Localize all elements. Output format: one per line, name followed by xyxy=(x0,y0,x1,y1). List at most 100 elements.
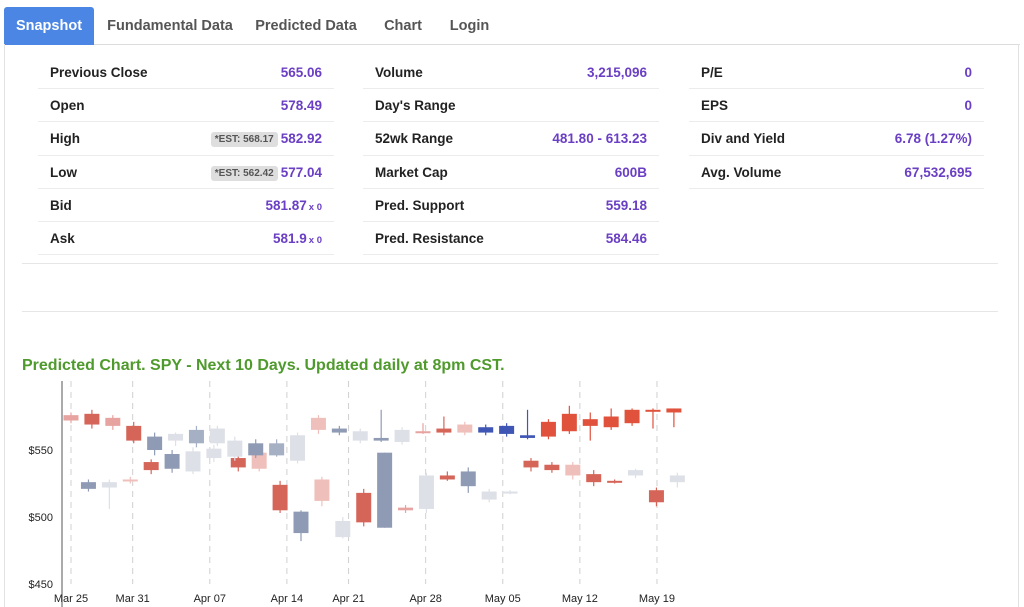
candle-body xyxy=(540,421,556,437)
candle-body xyxy=(230,458,246,468)
stat-div-yield: Div and Yield 6.78 (1.27%) xyxy=(689,122,984,156)
candle-body xyxy=(457,424,473,433)
stat-label: Avg. Volume xyxy=(701,164,782,180)
tab-bar: Snapshot Fundamental Data Predicted Data… xyxy=(4,7,1020,45)
stat-label: Pred. Resistance xyxy=(375,230,484,246)
candle-body xyxy=(394,429,410,442)
stat-label: Previous Close xyxy=(50,65,148,80)
candle-body xyxy=(669,475,685,483)
stats-column-fundamentals: P/E 0 EPS 0 Div and Yield 6.78 (1.27%) A… xyxy=(689,56,984,189)
candle-body xyxy=(439,475,455,480)
stat-label: Open xyxy=(50,98,85,114)
candle-body xyxy=(272,484,288,511)
tab-fundamental-data[interactable]: Fundamental Data xyxy=(107,18,233,34)
candle-body xyxy=(436,428,452,433)
tab-snapshot[interactable]: Snapshot xyxy=(4,7,94,45)
candle-body xyxy=(586,474,602,483)
candle-body xyxy=(80,482,96,489)
stat-label: Pred. Support xyxy=(375,197,465,213)
stat-low: Low *EST: 562.42 577.04 xyxy=(38,156,334,189)
estimate-badge: *EST: 568.17 xyxy=(210,132,278,148)
candle-body xyxy=(628,470,644,476)
snapshot-panel xyxy=(4,44,1019,607)
stat-volume: Volume 3,215,096 xyxy=(363,56,659,90)
candle-body xyxy=(645,409,661,412)
candle-body xyxy=(666,408,682,413)
y-tick-label: $500 xyxy=(29,512,53,524)
stat-previous-close: Previous Close 565.06 xyxy=(38,56,334,90)
candle-body xyxy=(415,431,431,434)
candle-body xyxy=(520,435,536,438)
candle-body xyxy=(269,443,285,456)
stat-avg-volume: Avg. Volume 67,532,695 xyxy=(689,156,984,189)
candle-body xyxy=(164,454,180,469)
tab-chart[interactable]: Chart xyxy=(384,18,422,34)
candle-body xyxy=(499,425,515,434)
candle-body xyxy=(352,431,368,441)
chart-title: Predicted Chart. SPY - Next 10 Days. Upd… xyxy=(22,357,505,374)
candle-body xyxy=(84,413,100,425)
stat-value: 578.49 xyxy=(281,98,322,113)
candle-body xyxy=(582,419,598,426)
stat-value: 481.80 - 613.23 xyxy=(552,131,647,147)
candle-body xyxy=(122,479,138,482)
stat-value: 600B xyxy=(614,164,647,180)
stats-column-market: Volume 3,215,096 Day's Range 52wk Range … xyxy=(363,56,659,256)
stats-column-price: Previous Close 565.06 Open 578.49 High *… xyxy=(38,56,334,256)
estimate-badge: *EST: 562.42 xyxy=(210,165,278,181)
candle-body xyxy=(168,433,184,441)
candle-body xyxy=(331,428,347,433)
candle-body xyxy=(481,491,497,500)
stats-divider xyxy=(22,263,998,264)
candle-body xyxy=(460,471,476,487)
stat-label: Market Cap xyxy=(375,164,448,180)
stat-label: Day's Range xyxy=(375,98,456,114)
candle-body xyxy=(188,429,204,444)
stat-value-text: 581.9 xyxy=(272,230,307,246)
tab-predicted-data[interactable]: Predicted Data xyxy=(255,18,357,34)
stat-label: EPS xyxy=(701,98,729,114)
candle-body xyxy=(147,436,163,450)
stat-value-text: 581.87 xyxy=(265,197,307,213)
stat-value: *EST: 568.17 582.92 xyxy=(210,131,322,148)
x-tick-label: Apr 14 xyxy=(271,593,303,605)
predicted-candlestick-chart: $450 $500 $550 Mar 25 Mar 31 Apr 07 Apr 14 Apr … xyxy=(29,381,685,607)
stat-value: 581.87 x 0 xyxy=(265,198,322,213)
x-tick-label: Apr 21 xyxy=(332,593,364,605)
y-tick-label: $450 xyxy=(29,579,53,591)
stat-value: 3,215,096 xyxy=(586,65,647,80)
stat-label: 52wk Range xyxy=(375,131,454,147)
candle-body xyxy=(63,415,79,421)
candle-body xyxy=(607,480,623,483)
candle-body xyxy=(478,427,494,433)
candle-body xyxy=(648,490,664,503)
stat-ask: Ask 581.9 x 0 xyxy=(38,222,334,256)
x-tick-label: May 05 xyxy=(485,593,521,605)
candle-body xyxy=(373,437,389,441)
stat-label: Ask xyxy=(50,230,75,246)
stat-open: Open 578.49 xyxy=(38,89,334,123)
x-tick-label: Apr 07 xyxy=(194,593,226,605)
tab-login[interactable]: Login xyxy=(449,18,490,34)
stat-label: High xyxy=(50,131,80,147)
stat-value: 67,532,695 xyxy=(904,164,972,180)
x-tick-label: Mar 31 xyxy=(116,593,150,605)
x-tick-label: Apr 28 xyxy=(409,593,441,605)
y-tick-label: $550 xyxy=(29,445,53,457)
stat-value: 559.18 xyxy=(605,197,647,213)
candle-body xyxy=(227,440,243,457)
stat-pe: P/E 0 xyxy=(689,56,984,90)
candle-body xyxy=(248,443,264,456)
stat-pred-resistance: Pred. Resistance 584.46 xyxy=(363,222,659,256)
stat-value: 565.06 xyxy=(281,65,322,80)
stat-value-text: 578.49 xyxy=(280,98,322,114)
candle-body xyxy=(544,464,560,471)
stat-high: High *EST: 568.17 582.92 xyxy=(38,122,334,156)
candle-body xyxy=(624,409,640,424)
stat-value: 581.9 x 0 xyxy=(273,231,322,246)
candle-body xyxy=(398,507,414,511)
stat-52wk-range: 52wk Range 481.80 - 613.23 xyxy=(363,122,659,156)
stat-value-text: 577.04 xyxy=(280,164,322,180)
candle-body xyxy=(143,462,159,471)
ask-size: x 0 xyxy=(308,234,322,246)
